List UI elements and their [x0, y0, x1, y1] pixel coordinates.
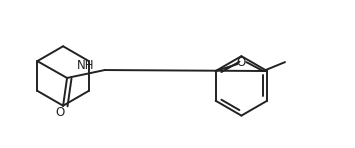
Text: O: O — [55, 106, 65, 119]
Text: NH: NH — [77, 59, 95, 72]
Text: O: O — [237, 56, 246, 69]
